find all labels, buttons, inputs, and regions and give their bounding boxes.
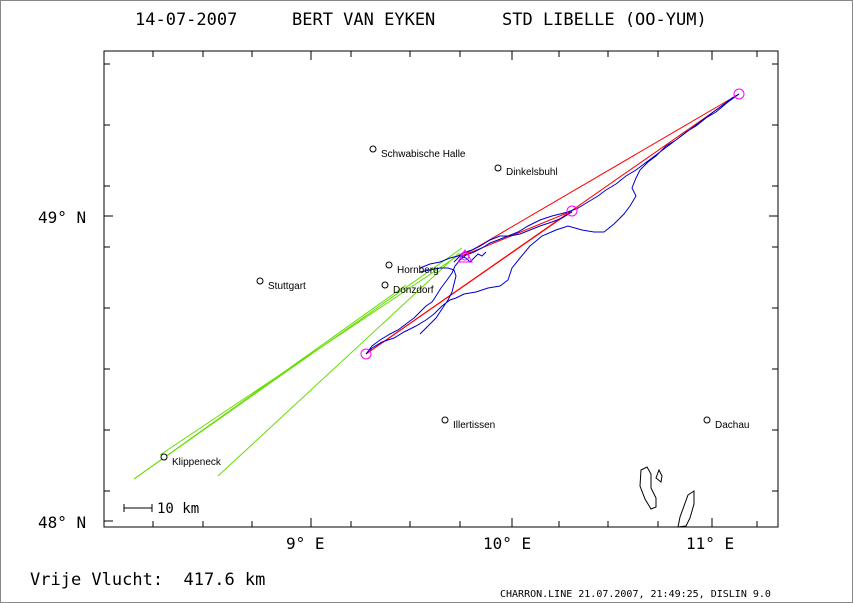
city-label-illertissen: Illertissen	[453, 420, 495, 431]
task-lines	[365, 93, 740, 355]
lon-label-10: 10° E	[483, 534, 531, 553]
left-ticks	[104, 63, 113, 522]
city-marker-schwabische-halle	[369, 145, 377, 153]
lat-label-48: 48° N	[38, 513, 86, 532]
scale-label: 10 km	[157, 501, 199, 517]
footer-credit: CHARRON.LINE 21.07.2007, 21:49:25, DISLI…	[500, 589, 771, 600]
lake-starnberg	[677, 490, 695, 528]
bottom-ticks	[152, 518, 758, 527]
approach-lines	[133, 247, 466, 480]
city-marker-dachau	[703, 416, 711, 424]
scale-bar	[123, 504, 153, 512]
turnpoint-circle-1	[360, 348, 372, 360]
city-markers	[160, 145, 711, 461]
flight-track	[365, 93, 740, 355]
city-label-stuttgart: Stuttgart	[268, 281, 306, 292]
turnpoint-circle-3	[733, 88, 745, 100]
lake-ammersee	[639, 466, 657, 510]
city-marker-klippeneck	[160, 453, 168, 461]
city-label-klippeneck: Klippeneck	[172, 457, 222, 468]
city-marker-donzdorf	[381, 281, 389, 289]
city-label-donzdorf: Donzdorf	[393, 285, 434, 296]
city-marker-hornberg	[385, 261, 393, 269]
lake-small	[655, 468, 663, 483]
free-flight-distance: Vrije Vlucht: 417.6 km	[30, 570, 265, 590]
city-label-dinkelsbuhl: Dinkelsbuhl	[506, 167, 558, 178]
lon-label-11: 11° E	[686, 534, 734, 553]
turnpoint-circle-2	[566, 205, 578, 217]
title-glider: STD LIBELLE (OO-YUM)	[502, 10, 707, 30]
city-label-dachau: Dachau	[715, 420, 749, 431]
city-marker-dinkelsbuhl	[494, 164, 502, 172]
lat-label-49: 49° N	[38, 208, 86, 227]
top-ticks	[152, 51, 758, 60]
title-date: 14-07-2007	[135, 10, 237, 30]
city-label-schwabische-halle: Schwabische Halle	[381, 149, 466, 160]
city-marker-illertissen	[441, 416, 449, 424]
lon-label-9: 9° E	[286, 534, 325, 553]
start-triangle-icon	[457, 249, 473, 263]
right-ticks	[769, 63, 778, 492]
plot-frame	[103, 50, 779, 528]
city-marker-stuttgart	[256, 277, 264, 285]
city-label-hornberg: Hornberg	[397, 265, 439, 276]
title-pilot: BERT VAN EYKEN	[292, 10, 435, 30]
